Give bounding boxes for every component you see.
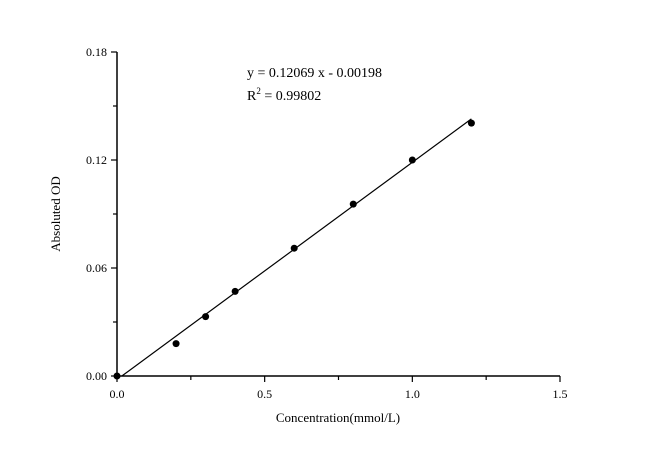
- x-axis-title: Concentration(mmol/L): [276, 410, 400, 425]
- data-point: [231, 287, 239, 295]
- y-tick-label: 0.12: [86, 153, 107, 167]
- x-tick-label: 0.0: [110, 387, 125, 401]
- r-squared: R2 = 0.99802: [247, 86, 321, 104]
- data-point: [349, 200, 357, 208]
- axes: 0.0 0.5 1.0 1.5 0.00 0.06 0.12 0.18: [86, 45, 568, 401]
- data-point: [290, 244, 298, 252]
- data-point: [408, 156, 416, 164]
- y-tick-label: 0.18: [86, 45, 107, 59]
- data-point: [172, 340, 180, 348]
- x-tick-label: 0.5: [257, 387, 272, 401]
- y-tick-label: 0.00: [86, 369, 107, 383]
- y-tick-label: 0.06: [86, 261, 107, 275]
- data-point: [202, 313, 210, 321]
- data-points: [113, 119, 475, 380]
- y-axis-title: Absoluted OD: [48, 176, 63, 251]
- data-point: [113, 372, 121, 380]
- x-tick-label: 1.0: [405, 387, 420, 401]
- data-point: [467, 119, 475, 127]
- fit-equation: y = 0.12069 x - 0.00198: [247, 66, 382, 81]
- x-tick-label: 1.5: [553, 387, 568, 401]
